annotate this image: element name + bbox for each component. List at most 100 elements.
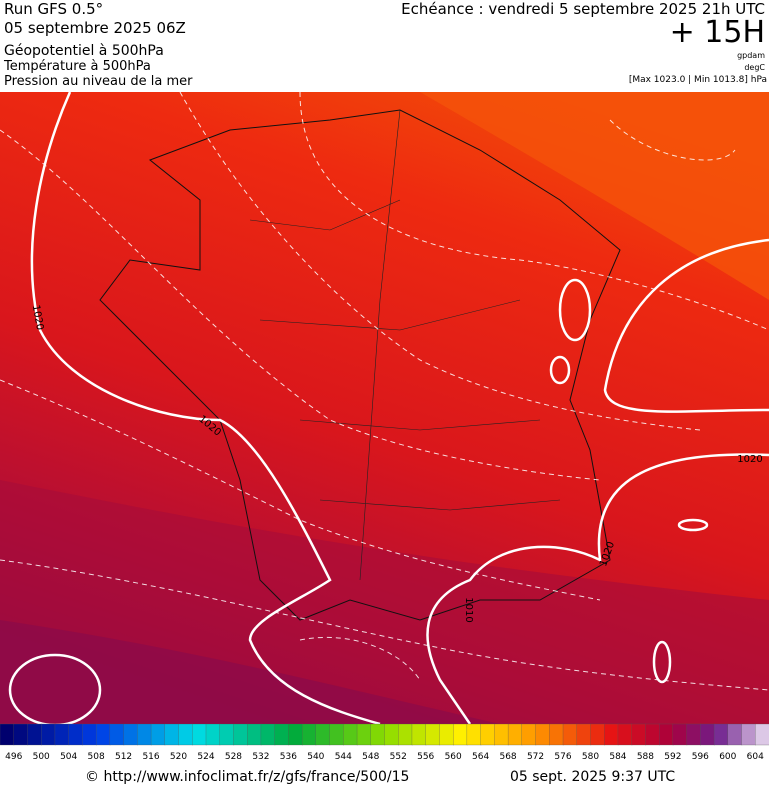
colorbar-label: 528 (225, 752, 242, 762)
color-swatch (645, 723, 660, 746)
color-swatch (535, 723, 550, 746)
colorbar-label: 596 (692, 752, 709, 762)
color-swatch (384, 723, 399, 746)
color-swatch (494, 723, 509, 746)
contour-label: 1020 (30, 304, 45, 331)
color-swatch (480, 723, 496, 746)
colorbar-label: 592 (664, 752, 681, 762)
color-swatch (356, 723, 372, 746)
color-swatch (329, 723, 344, 746)
colorbar-label: 552 (390, 752, 407, 762)
color-swatch (301, 723, 317, 746)
color-swatch (411, 723, 427, 746)
colorbar-label: 588 (637, 752, 654, 762)
isobar (558, 278, 592, 342)
layer: Géopotentiel à 500hPa (4, 43, 164, 59)
colorbar-label: 572 (527, 752, 544, 762)
color-swatch (466, 723, 482, 746)
unit: gpdam (737, 51, 765, 60)
source: © http://www.infoclimat.fr/z/gfs/france/… (85, 769, 409, 785)
color-swatch (95, 723, 111, 746)
color-swatch (370, 723, 386, 746)
isobar (30, 92, 381, 724)
color-swatch (288, 723, 303, 746)
layer: Température à 500hPa (3, 59, 151, 74)
contour-label: 1010 (463, 597, 474, 622)
colorbar-label: 504 (60, 752, 77, 762)
color-swatch (713, 723, 729, 746)
offset: + 15H (670, 15, 765, 50)
colorbar-label: 500 (33, 752, 50, 762)
layer: Pression au niveau de la mer (4, 74, 193, 89)
colorbar-label: 544 (335, 752, 352, 762)
color-swatch (137, 723, 152, 746)
color-swatch (41, 723, 56, 746)
colorbar-label: 532 (252, 752, 269, 762)
colorbar-label: 540 (307, 752, 324, 762)
contour-label: 1020 (737, 454, 762, 465)
color-swatch (109, 723, 125, 746)
color-swatch (164, 723, 180, 746)
colorbar-label: 512 (115, 752, 132, 762)
color-swatch (192, 723, 207, 746)
colorbar-label: 584 (609, 752, 626, 762)
color-swatch (672, 723, 688, 746)
color-swatch (343, 723, 358, 746)
color-swatch (590, 723, 605, 746)
color-swatch (562, 723, 578, 746)
color-swatch (741, 723, 756, 746)
colorbar-label: 516 (142, 752, 159, 762)
isobar (549, 355, 571, 385)
colorbar-label: 536 (280, 752, 297, 762)
color-swatch (453, 723, 468, 746)
colorbar-label: 548 (362, 752, 379, 762)
colorbar-label: 600 (719, 752, 736, 762)
color-swatch (604, 723, 619, 746)
run-date: 05 septembre 2025 06Z (4, 19, 186, 37)
colorbar-label: 560 (445, 752, 462, 762)
isobar (8, 653, 102, 724)
country-border (99, 109, 621, 621)
color-swatch (686, 723, 701, 746)
region-border (249, 109, 561, 581)
colorbar-label: 564 (472, 752, 489, 762)
colorbar: 496 500 504 508 512 516 520 524 528 532 536 540 544 5… (0, 723, 769, 762)
color-swatch (521, 723, 537, 746)
color-swatch (274, 723, 290, 746)
color-swatch (27, 723, 42, 746)
generated: 05 sept. 2025 9:37 UTC (510, 769, 675, 785)
isobar (677, 518, 709, 532)
colorbar-label: 556 (417, 752, 434, 762)
isobar (426, 453, 769, 724)
color-swatch (425, 723, 441, 746)
isobar (603, 238, 769, 413)
colorbar-label: 496 (5, 752, 22, 762)
colorbar-label: 576 (554, 752, 571, 762)
color-swatch (658, 723, 674, 746)
colorbar-label: 520 (170, 752, 187, 762)
color-swatch (576, 723, 592, 746)
color-swatch (247, 723, 262, 746)
color-swatch (617, 723, 633, 746)
color-swatch (398, 723, 413, 746)
color-swatch (507, 723, 523, 746)
colorbar-label: 568 (499, 752, 516, 762)
color-swatch (727, 723, 743, 746)
range: [Max 1023.0 | Min 1013.8] hPa (629, 75, 767, 85)
color-swatch (123, 723, 138, 746)
color-swatch (205, 723, 221, 746)
colorbar-label: 524 (197, 752, 214, 762)
color-swatch (631, 723, 647, 746)
color-swatch (0, 723, 15, 746)
color-swatch (54, 723, 70, 746)
run: Run GFS 0.5° (4, 0, 103, 18)
colorbar-label: 580 (582, 752, 599, 762)
color-swatch (13, 723, 29, 746)
color-swatch (233, 723, 248, 746)
echeance: Echéance : vendredi 5 septembre 2025 21h… (401, 0, 765, 18)
color-swatch (755, 723, 769, 746)
colorbar-label: 508 (88, 752, 105, 762)
color-swatch (150, 723, 166, 746)
color-swatch (549, 723, 564, 746)
